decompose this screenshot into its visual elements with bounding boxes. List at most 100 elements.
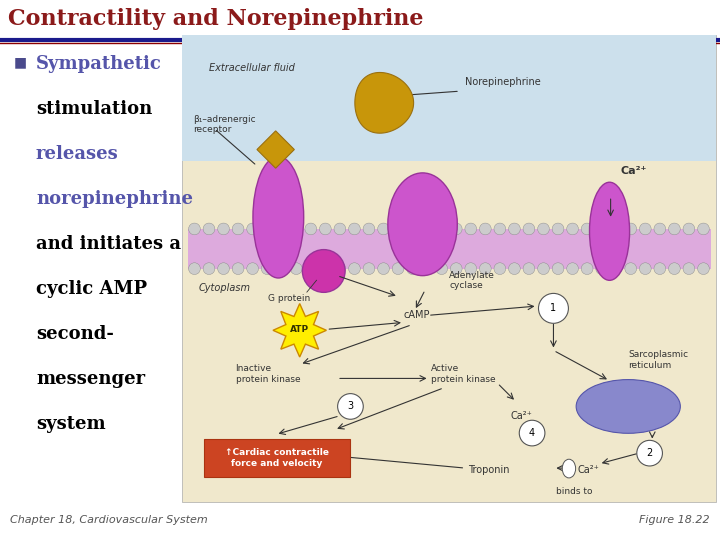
Text: ↑Cardiac contractile
force and velocity: ↑Cardiac contractile force and velocity <box>225 448 329 468</box>
Text: and initiates a: and initiates a <box>36 235 181 253</box>
Polygon shape <box>355 72 413 133</box>
Circle shape <box>539 293 568 323</box>
Circle shape <box>625 263 636 274</box>
Circle shape <box>261 263 273 274</box>
Circle shape <box>450 263 462 274</box>
FancyBboxPatch shape <box>204 439 351 476</box>
Circle shape <box>494 223 505 235</box>
Circle shape <box>305 263 317 274</box>
Polygon shape <box>273 303 326 357</box>
Circle shape <box>290 223 302 235</box>
Circle shape <box>683 223 695 235</box>
Circle shape <box>217 263 230 274</box>
Circle shape <box>683 263 695 274</box>
Circle shape <box>595 223 608 235</box>
Circle shape <box>189 263 200 274</box>
Circle shape <box>436 263 448 274</box>
Circle shape <box>348 223 360 235</box>
Circle shape <box>377 263 390 274</box>
Text: releases: releases <box>36 145 119 163</box>
Circle shape <box>305 223 317 235</box>
Circle shape <box>217 223 230 235</box>
Circle shape <box>320 263 331 274</box>
Circle shape <box>480 223 491 235</box>
Circle shape <box>436 223 448 235</box>
Circle shape <box>639 263 651 274</box>
Circle shape <box>348 263 360 274</box>
Text: Ca²⁺: Ca²⁺ <box>510 411 533 421</box>
Text: β₁–adrenergic
receptor: β₁–adrenergic receptor <box>193 114 256 134</box>
Circle shape <box>421 263 433 274</box>
Circle shape <box>698 263 709 274</box>
Text: Cytoplasm: Cytoplasm <box>198 282 250 293</box>
Circle shape <box>290 263 302 274</box>
Circle shape <box>654 263 666 274</box>
Ellipse shape <box>576 380 680 433</box>
Polygon shape <box>182 35 716 502</box>
Text: 3: 3 <box>347 401 354 411</box>
Text: Norepinephrine: Norepinephrine <box>465 77 541 87</box>
Text: system: system <box>36 415 106 433</box>
Circle shape <box>465 223 477 235</box>
Circle shape <box>233 223 244 235</box>
Circle shape <box>538 263 549 274</box>
Circle shape <box>338 394 364 419</box>
Circle shape <box>567 263 578 274</box>
Circle shape <box>523 263 535 274</box>
Circle shape <box>494 263 505 274</box>
Text: 4: 4 <box>529 428 535 438</box>
Circle shape <box>421 223 433 235</box>
Circle shape <box>276 223 287 235</box>
Circle shape <box>189 223 200 235</box>
Circle shape <box>377 223 390 235</box>
Circle shape <box>407 223 418 235</box>
Text: ATP: ATP <box>290 325 310 334</box>
Circle shape <box>636 440 662 466</box>
Circle shape <box>480 263 491 274</box>
Text: Figure 18.22: Figure 18.22 <box>639 515 710 525</box>
Text: messenger: messenger <box>36 370 145 388</box>
Circle shape <box>203 263 215 274</box>
Circle shape <box>247 223 258 235</box>
Polygon shape <box>257 131 294 168</box>
Ellipse shape <box>253 157 304 278</box>
Circle shape <box>203 223 215 235</box>
Circle shape <box>392 223 404 235</box>
Circle shape <box>611 223 622 235</box>
Circle shape <box>654 223 666 235</box>
Circle shape <box>334 223 346 235</box>
Text: Extracellular fluid: Extracellular fluid <box>209 63 294 73</box>
Ellipse shape <box>590 182 629 280</box>
Text: cAMP: cAMP <box>404 310 431 320</box>
Circle shape <box>519 420 545 446</box>
Circle shape <box>450 223 462 235</box>
Circle shape <box>392 263 404 274</box>
Circle shape <box>668 223 680 235</box>
Polygon shape <box>182 35 716 161</box>
Text: Sympathetic: Sympathetic <box>36 55 162 73</box>
Text: stimulation: stimulation <box>36 100 152 118</box>
Circle shape <box>625 223 636 235</box>
Ellipse shape <box>388 173 457 275</box>
Text: Contractility and Norepinephrine: Contractility and Norepinephrine <box>8 8 423 30</box>
Ellipse shape <box>562 459 575 478</box>
Circle shape <box>363 263 375 274</box>
Text: Inactive
protein kinase: Inactive protein kinase <box>235 364 300 384</box>
Text: 2: 2 <box>647 448 653 458</box>
Circle shape <box>233 263 244 274</box>
Circle shape <box>581 263 593 274</box>
Text: 1: 1 <box>550 303 557 313</box>
Text: norepinephrine: norepinephrine <box>36 190 193 208</box>
Text: Chapter 18, Cardiovascular System: Chapter 18, Cardiovascular System <box>10 515 208 525</box>
Text: Active
protein kinase: Active protein kinase <box>431 364 495 384</box>
Circle shape <box>523 223 535 235</box>
Circle shape <box>508 263 521 274</box>
Text: Sarcoplasmic
reticulum: Sarcoplasmic reticulum <box>629 350 688 370</box>
Text: Ca²⁺: Ca²⁺ <box>620 166 647 176</box>
Circle shape <box>320 223 331 235</box>
Circle shape <box>567 223 578 235</box>
Circle shape <box>302 249 345 292</box>
Circle shape <box>334 263 346 274</box>
Circle shape <box>465 263 477 274</box>
Text: G protein: G protein <box>268 294 310 303</box>
